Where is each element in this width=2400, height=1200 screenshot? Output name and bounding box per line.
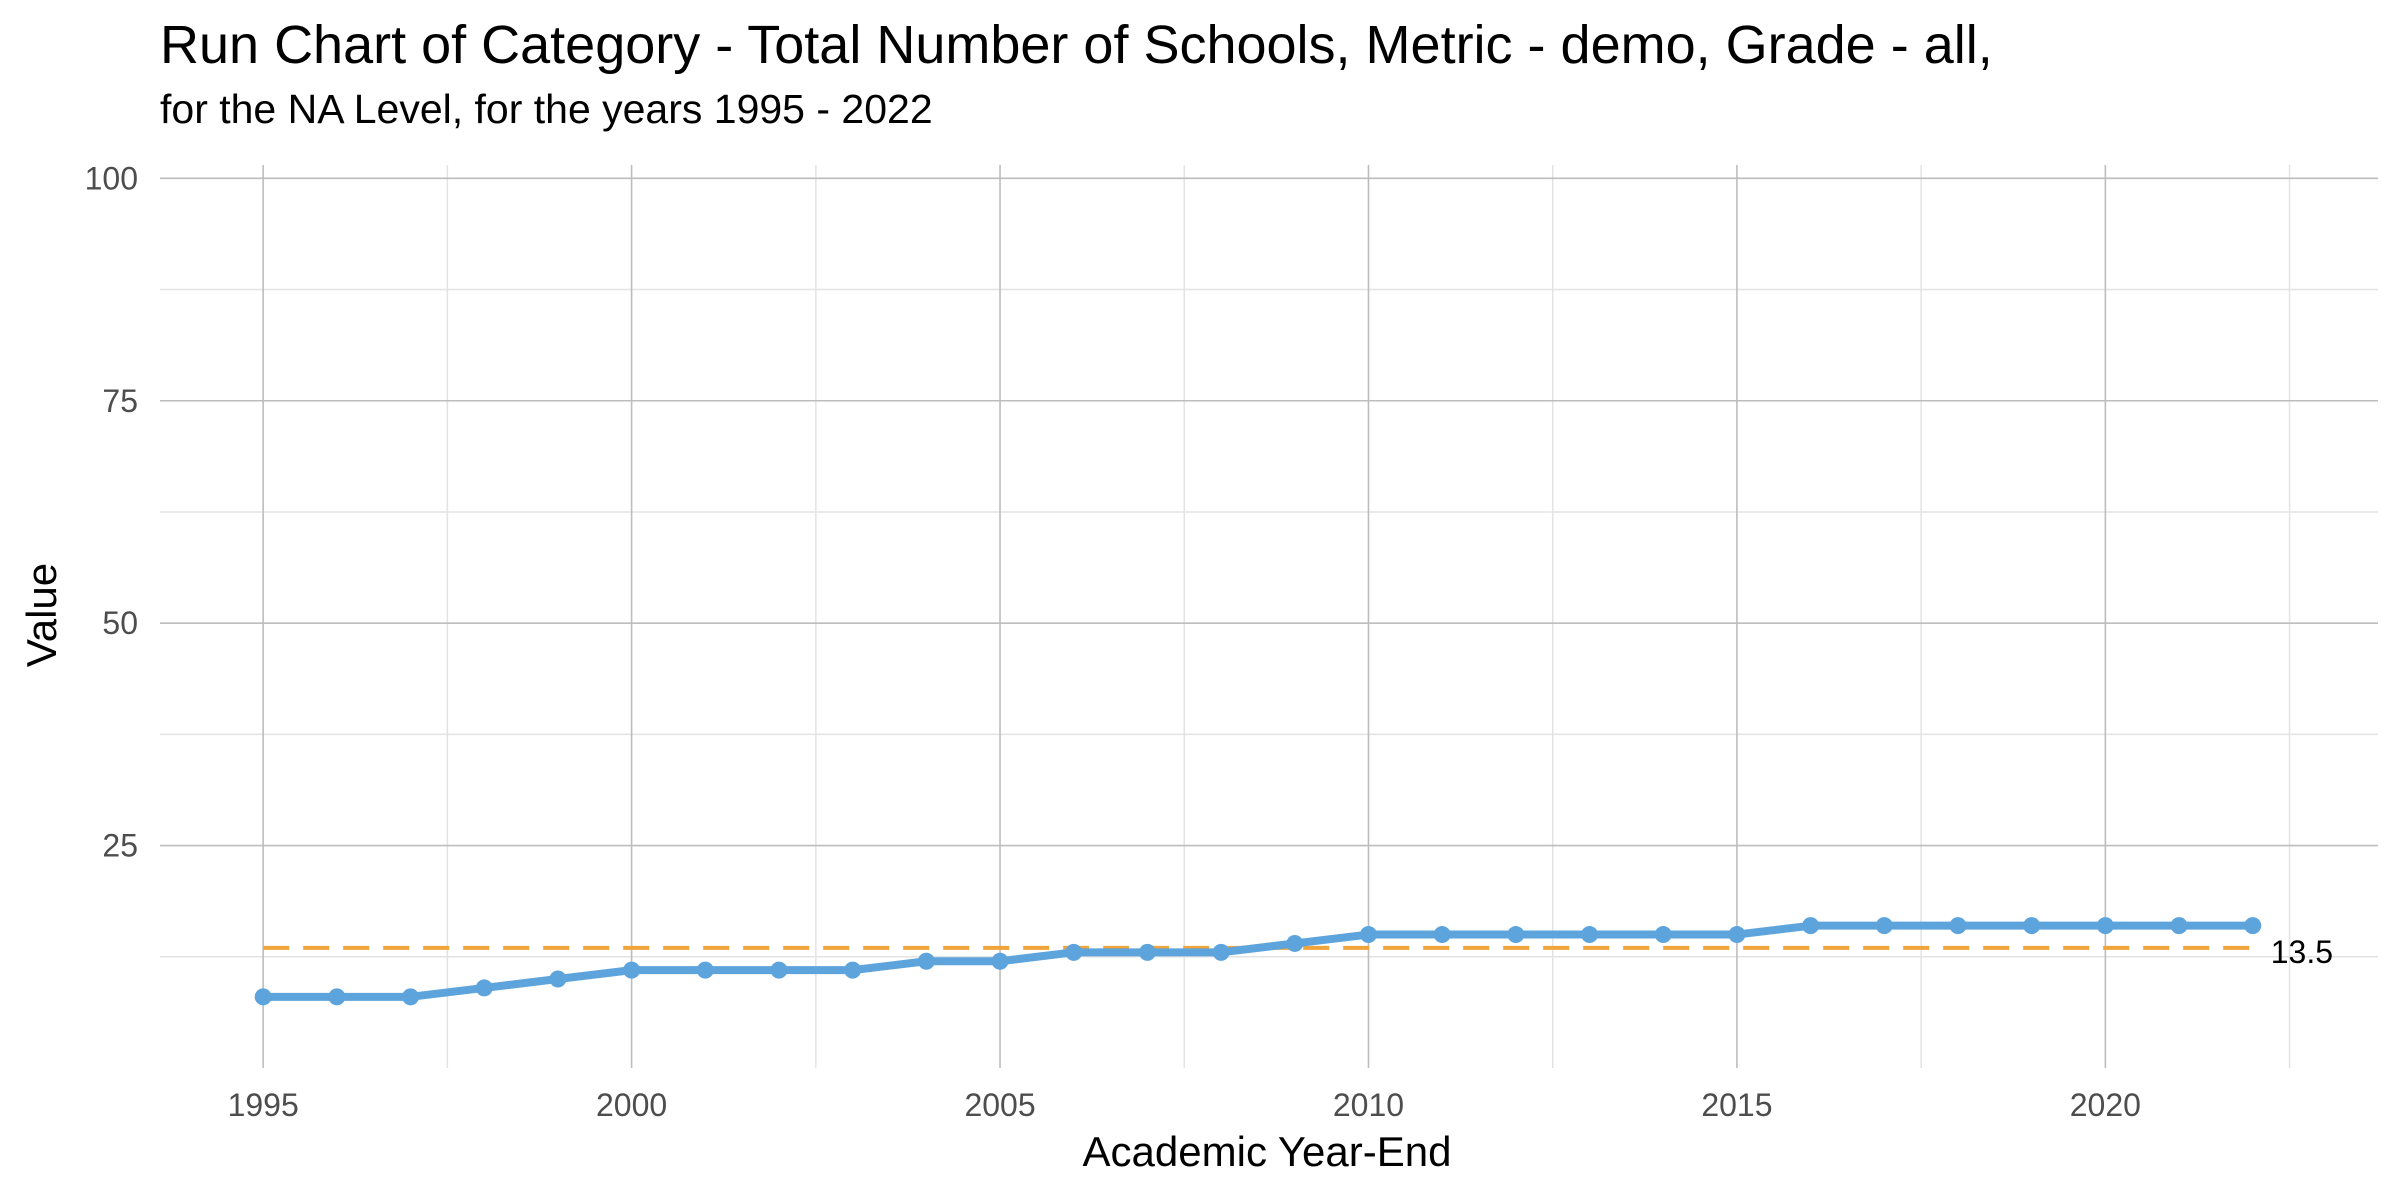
y-axis-title: Value [18, 563, 65, 667]
data-point [696, 961, 714, 979]
data-point [328, 988, 346, 1006]
y-tick-label: 75 [102, 383, 138, 419]
data-point [475, 979, 493, 997]
reference-line-layer: 13.5 [263, 934, 2333, 970]
x-tick-label: 2020 [2070, 1087, 2141, 1123]
chart-subtitle: for the NA Level, for the years 1995 - 2… [160, 86, 933, 132]
data-point [402, 988, 420, 1006]
y-tick-label: 25 [102, 828, 138, 864]
data-point [1138, 943, 1156, 961]
y-tick-label: 50 [102, 605, 138, 641]
data-point [549, 970, 567, 988]
data-point [1212, 943, 1230, 961]
x-tick-label: 2015 [1701, 1087, 1772, 1123]
series-line [259, 921, 2257, 1001]
data-point [1802, 917, 1820, 935]
minor-gridlines [160, 165, 2378, 1068]
data-point [1286, 934, 1304, 952]
data-point [2023, 917, 2041, 935]
data-point [1065, 943, 1083, 961]
data-point [1359, 926, 1377, 944]
data-point [917, 952, 935, 970]
data-point [1875, 917, 1893, 935]
x-tick-label: 2005 [964, 1087, 1035, 1123]
data-point [1654, 926, 1672, 944]
data-point [623, 961, 641, 979]
tick-labels: 1995 2000 2005 2010 2015 2020 25 50 75 100 [85, 160, 2141, 1123]
data-point [2244, 917, 2262, 935]
data-point [2170, 917, 2188, 935]
data-point [770, 961, 788, 979]
data-point [254, 988, 272, 1006]
data-point [1581, 926, 1599, 944]
data-point [1507, 926, 1525, 944]
x-tick-label: 1995 [228, 1087, 299, 1123]
series-layer [254, 917, 2262, 1006]
y-tick-label: 100 [85, 160, 138, 196]
data-point [1949, 917, 1967, 935]
data-point [1728, 926, 1746, 944]
reference-line-label: 13.5 [2271, 934, 2333, 970]
data-point [991, 952, 1009, 970]
x-tick-label: 2010 [1333, 1087, 1404, 1123]
x-axis-title: Academic Year-End [1083, 1128, 1452, 1175]
data-point [1433, 926, 1451, 944]
data-point [2096, 917, 2114, 935]
x-tick-label: 2000 [596, 1087, 667, 1123]
chart-title: Run Chart of Category - Total Number of … [160, 15, 1993, 75]
data-point [844, 961, 862, 979]
major-gridlines [160, 165, 2378, 1068]
